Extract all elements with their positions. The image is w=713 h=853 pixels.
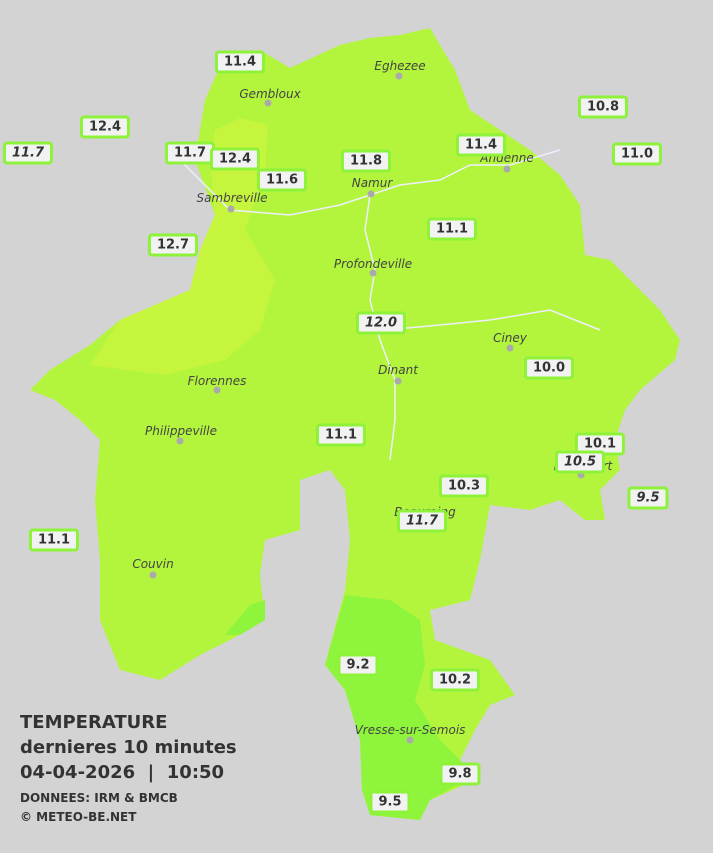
city-label: Florennes [187,374,247,388]
station-value: 12.7 [147,233,199,257]
river [179,149,561,216]
legend-datetime: 04-04-2026 | 10:50 [20,762,225,783]
station-value: 10.3 [438,474,490,498]
station-value: 12.4 [209,147,261,171]
cool-zone [225,600,265,635]
city-dot [176,437,184,445]
legend-subtitle: dernieres 10 minutes [20,737,237,758]
city-dot [149,571,157,579]
station-value: 11.6 [256,168,308,192]
station-value: 10.8 [577,95,629,119]
station-value: 9.8 [439,762,481,786]
city-label: Ciney [493,331,527,345]
station-value: 12.4 [79,115,131,139]
station-value: 11.1 [426,217,478,241]
city-dot [264,99,272,107]
station-value: 9.2 [337,653,379,677]
city-label: Gembloux [239,87,301,101]
city-label: Namur [351,176,393,190]
city-dot [503,165,511,173]
city-label: Philippeville [145,424,217,438]
city-dot [213,386,221,394]
station-value: 12.0 [355,311,407,335]
warm-zone [90,118,275,375]
city-dot [369,269,377,277]
city-dot [395,72,403,80]
city-label: Vresse-sur-Semois [354,723,466,737]
legend-source: DONNEES: IRM & BMCB [20,791,178,805]
city-label: Profondeville [333,257,413,271]
station-value: 10.2 [429,668,481,692]
city-label: Eghezee [374,59,426,73]
city-label: Dinant [378,363,418,377]
station-value: 9.5 [369,790,411,814]
station-value: 11.7 [2,141,54,165]
cool-zone [325,595,475,820]
city-dot [227,205,235,213]
station-value: 10.0 [523,356,575,380]
legend-copyright: © METEO-BE.NET [20,810,137,824]
station-value: 11.8 [340,149,392,173]
station-value: 10.5 [554,450,606,474]
city-dot [406,736,414,744]
station-value: 11.4 [455,133,507,157]
river [384,309,601,331]
station-value: 11.0 [611,142,663,166]
city-dot [367,190,375,198]
city-dot [394,377,402,385]
station-value: 11.1 [28,528,80,552]
legend-title: TEMPERATURE [20,712,168,733]
city-dot [506,344,514,352]
station-value: 11.7 [164,141,216,165]
station-value: 9.5 [627,486,669,510]
station-value: 11.1 [315,423,367,447]
city-label: Sambreville [196,191,268,205]
station-value: 11.7 [396,509,448,533]
station-value: 11.4 [214,50,266,74]
city-label: Couvin [132,557,174,571]
